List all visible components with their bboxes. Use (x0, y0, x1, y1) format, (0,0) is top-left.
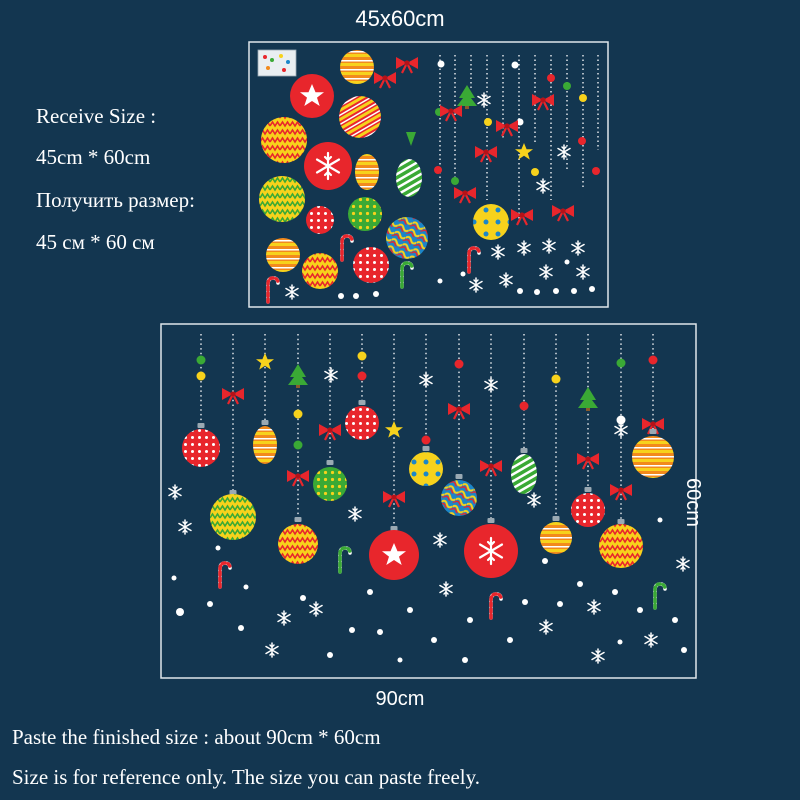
snowflake-icon (557, 144, 571, 160)
snowflake-icon (576, 264, 590, 280)
sticker-sheet (248, 41, 609, 308)
snowflake-icon (587, 599, 601, 615)
reference-size-note: Size is for reference only. The size you… (12, 765, 481, 789)
bow-icon (285, 468, 311, 488)
receive-size-value-ru: 45 см * 60 см (36, 230, 155, 254)
bow-icon (608, 482, 634, 502)
snowflake-icon (285, 284, 299, 300)
snowflake-icon (469, 277, 483, 293)
candy-cane-icon (400, 261, 414, 289)
christmas-ornament-icon (259, 50, 509, 289)
star-icon (385, 421, 403, 438)
bow-icon (509, 207, 535, 227)
finished-width-label: 90cm (375, 688, 425, 710)
finished-layout (160, 323, 697, 679)
receive-size-title: Receive Size : (36, 104, 157, 128)
bow-icon (452, 185, 478, 205)
snowflake-icon (433, 532, 447, 548)
bow-icon (438, 103, 464, 123)
christmas-tree-icon (457, 85, 477, 109)
snowflake-icon (491, 244, 505, 260)
snowflake-icon (499, 272, 513, 288)
bow-icon (372, 70, 398, 90)
snowflake-icon (542, 238, 556, 254)
candy-cane-icon (467, 246, 481, 274)
snowflake-icon (439, 581, 453, 597)
bow-icon (494, 118, 520, 138)
snowflake-icon (571, 240, 585, 256)
snowflake-icon (168, 484, 182, 500)
snowflake-icon (309, 601, 323, 617)
snowflake-icon (265, 642, 279, 658)
star-icon (515, 143, 533, 160)
candy-cane-icon (218, 561, 232, 589)
snowflake-icon (419, 372, 433, 388)
snowflake-icon (178, 519, 192, 535)
snowflake-icon (477, 92, 491, 108)
candy-cane-icon (653, 582, 667, 610)
snowflake-icon (539, 264, 553, 280)
finished-size-note: Paste the finished size : about 90cm * 6… (12, 725, 381, 749)
snowflake-icon (277, 610, 291, 626)
candy-cane-icon (338, 546, 352, 574)
christmas-ornament-icon (182, 400, 674, 580)
snowflake-icon (644, 632, 658, 648)
snowflake-icon (676, 556, 690, 572)
snowflake-icon (527, 492, 541, 508)
receive-size-title-ru: Получить размер: (36, 188, 195, 212)
snowflake-icon (348, 506, 362, 522)
snowflake-icon (517, 240, 531, 256)
bow-icon (530, 92, 556, 112)
candy-cane-icon (340, 234, 354, 262)
bow-icon (394, 55, 420, 75)
candy-cane-icon (266, 276, 280, 304)
bow-icon (550, 203, 576, 223)
christmas-tree-icon (578, 387, 598, 411)
snowflake-icon (614, 422, 628, 438)
snowflake-icon (324, 367, 338, 383)
receive-size-value: 45cm * 60cm (36, 145, 151, 169)
bow-icon (473, 144, 499, 164)
snowflake-icon (591, 648, 605, 664)
snowflake-icon (484, 377, 498, 393)
finished-height-label: 60cm (682, 478, 704, 527)
snowflake-icon (539, 619, 553, 635)
snowflake-icon (536, 178, 550, 194)
sheet-size-label: 45x60cm (355, 6, 445, 31)
christmas-tree-icon (288, 364, 308, 388)
candy-cane-icon (489, 592, 503, 620)
